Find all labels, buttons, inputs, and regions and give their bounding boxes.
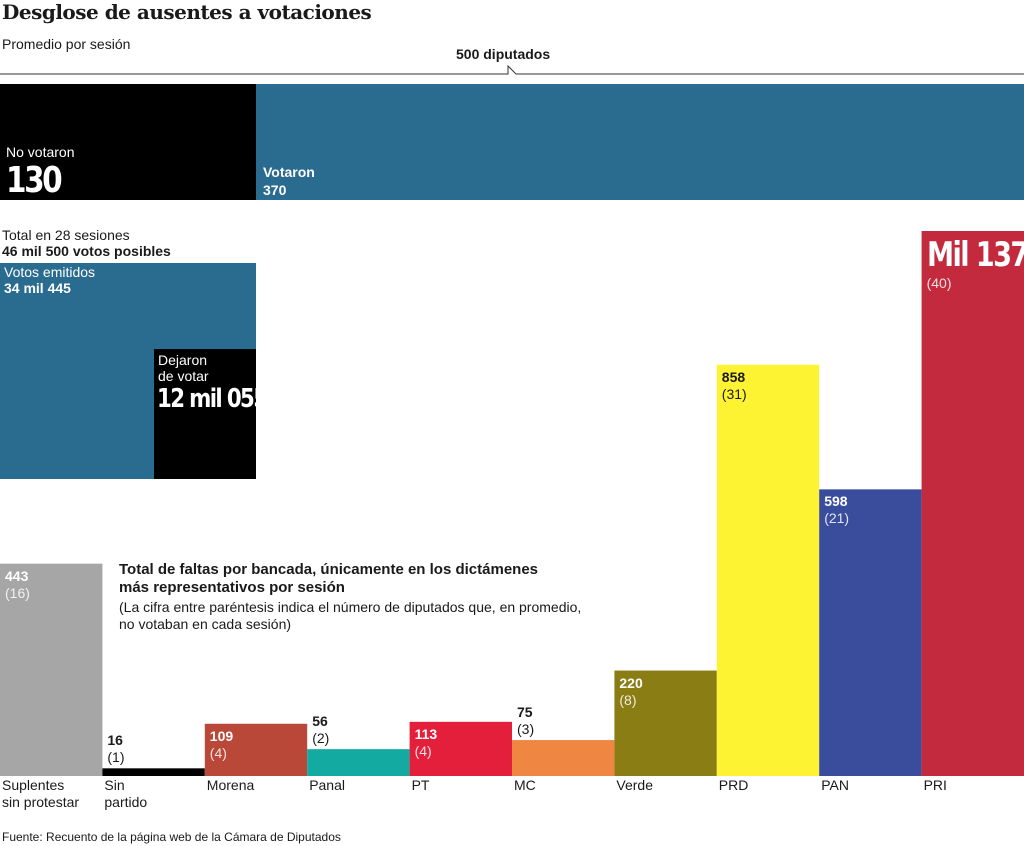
value-label-prd: 858 (31)	[722, 369, 747, 403]
value-label-mc: 75 (3)	[517, 704, 534, 738]
value-verde: 220	[619, 674, 643, 691]
value-label-suplentes-sin-protestar: 443 (16)	[5, 568, 30, 602]
no-votaron-block	[0, 84, 256, 200]
category-line: Verde	[616, 777, 653, 793]
votos-emitidos-label: Votos emitidos	[4, 264, 96, 280]
value-label-pri: Mil 137 (40)	[927, 235, 1024, 292]
category-line: Sin	[104, 777, 125, 793]
category-line: MC	[514, 777, 536, 793]
category-line: sin protestar	[2, 794, 80, 810]
category-line: Suplentes	[2, 777, 65, 793]
bancada-title-2: más representativos por sesión	[119, 579, 345, 596]
category-label-verde: Verde	[616, 777, 653, 794]
dejaron-label-2: de votar	[158, 368, 209, 384]
category-line: Panal	[309, 777, 345, 793]
value-panal: 56	[312, 713, 328, 730]
deputies-suplentes-sin-protestar: (16)	[5, 584, 30, 601]
dejaron-label-1: Dejaron	[158, 352, 208, 368]
bar-morena	[204, 723, 308, 776]
deputies-pan: (21)	[824, 510, 850, 527]
bancada-note-1: (La cifra entre paréntesis indica el núm…	[119, 599, 582, 615]
value-label-sin-partido: 16 (1)	[107, 732, 124, 766]
source-note: Fuente: Recuento de la página web de la …	[2, 830, 341, 844]
no-votaron-label: No votaron	[6, 144, 75, 160]
deputies-panal: (2)	[312, 730, 330, 747]
category-label-sin-partido: Sin partido	[104, 777, 147, 811]
votaron-label: Votaron	[263, 164, 315, 180]
category-line: Morena	[206, 777, 255, 793]
category-line: PAN	[821, 777, 849, 793]
category-line: partido	[104, 794, 148, 810]
value-suplentes-sin-protestar: 443	[5, 567, 29, 584]
category-label-panal: Panal	[309, 777, 345, 794]
value-prd: 858	[721, 368, 746, 385]
votaron-block	[256, 84, 1024, 200]
bar-mc	[512, 740, 615, 776]
bracket-label: 500 diputados	[456, 46, 551, 62]
value-morena: 109	[209, 727, 234, 744]
category-label-pt: PT	[412, 777, 430, 794]
deputies-mc: (3)	[517, 721, 535, 738]
category-label-pri: PRI	[924, 777, 947, 794]
value-label-verde: 220 (8)	[619, 675, 642, 709]
bar-pri	[921, 231, 1024, 776]
value-label-pt: 113 (4)	[415, 726, 438, 760]
category-label-prd: PRD	[719, 777, 749, 794]
bar-verde	[614, 670, 717, 776]
category-line: PRD	[718, 777, 749, 793]
bar-prd	[716, 364, 820, 776]
deputies-sin-partido: (1)	[107, 749, 125, 766]
category-label-morena: Morena	[207, 777, 254, 794]
bar-panal	[307, 749, 410, 776]
deputies-pt: (4)	[414, 742, 432, 759]
bar-pt	[409, 721, 512, 776]
value-sin-partido: 16	[107, 732, 123, 749]
value-label-pan: 598 (21)	[824, 493, 849, 527]
value-pan: 598	[824, 493, 848, 510]
page-title: Desglose de ausentes a votaciones	[2, 0, 372, 24]
value-mc: 75	[517, 704, 533, 721]
bar-suplentes-sin-protestar	[0, 563, 103, 776]
value-label-panal: 56 (2)	[312, 713, 329, 747]
total-sessions-line1: Total en 28 sesiones	[2, 227, 130, 243]
bar-sin-partido	[102, 768, 205, 776]
bar-pan	[819, 489, 922, 776]
no-votaron-value: 130	[6, 160, 63, 201]
category-line: PT	[411, 777, 430, 793]
category-label-suplentes-sin-protestar: Suplentes sin protestar	[2, 777, 79, 811]
deputies-morena: (4)	[209, 744, 227, 761]
votos-emitidos-value: 34 mil 445	[4, 280, 71, 296]
dejaron-value: 12 mil 055	[157, 384, 268, 414]
dejaron-de-votar-block	[154, 349, 256, 479]
category-label-mc: MC	[514, 777, 536, 794]
value-label-morena: 109 (4)	[210, 728, 233, 762]
votaron-value: 370	[263, 182, 287, 198]
category-line: PRI	[923, 777, 947, 793]
total-sessions-line2: 46 mil 500 votos posibles	[2, 243, 171, 259]
category-label-pan: PAN	[821, 777, 849, 794]
value-pt: 113	[414, 725, 438, 742]
session-average-label: Promedio por sesión	[2, 36, 131, 52]
value-pri: Mil 137	[926, 235, 1024, 275]
deputies-verde: (8)	[619, 691, 637, 708]
deputies-prd: (31)	[721, 385, 747, 402]
deputies-pri: (40)	[926, 275, 952, 291]
bancada-note-2: no votaban en cada sesión)	[119, 616, 292, 632]
bracket-line	[0, 64, 1024, 75]
bancada-title-1: Total de faltas por bancada, únicamente …	[119, 561, 539, 578]
